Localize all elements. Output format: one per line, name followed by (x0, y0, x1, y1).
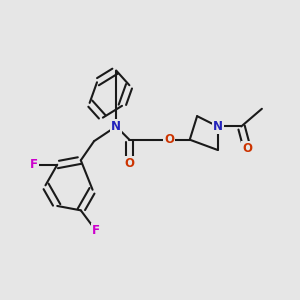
Text: F: F (30, 158, 38, 171)
Text: N: N (213, 120, 223, 133)
Text: F: F (92, 224, 100, 237)
Text: O: O (242, 142, 252, 155)
Text: O: O (164, 133, 174, 146)
Text: O: O (124, 157, 134, 170)
Text: N: N (111, 120, 121, 133)
